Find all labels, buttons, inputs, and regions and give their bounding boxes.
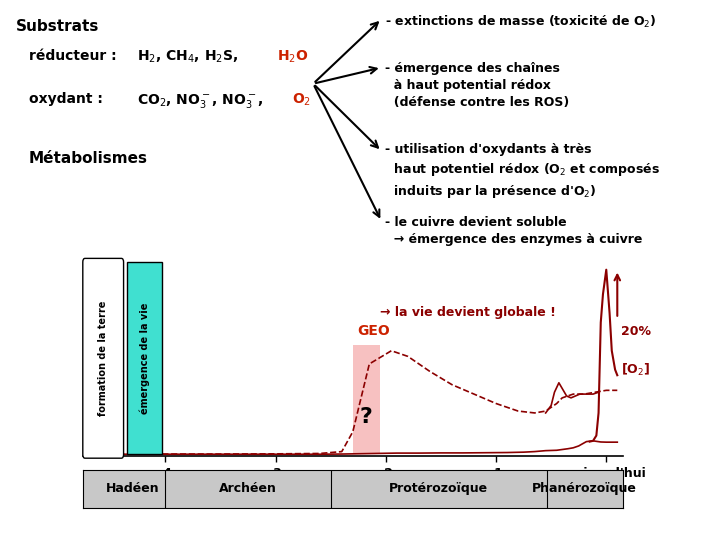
FancyBboxPatch shape (83, 258, 124, 458)
Text: H$_2$O: H$_2$O (277, 49, 309, 65)
Text: - émergence des chaînes
  à haut potential rédox
  (défense contre les ROS): - émergence des chaînes à haut potential… (385, 62, 570, 109)
Bar (353, 345, 380, 455)
Text: - le cuivre devient soluble
  → émergence des enzymes à cuivre: - le cuivre devient soluble → émergence … (385, 216, 642, 246)
Text: formation de la terre: formation de la terre (98, 301, 108, 416)
Text: émergence de la vie: émergence de la vie (139, 302, 150, 414)
Text: oxydant :: oxydant : (29, 92, 103, 106)
Text: GEO: GEO (357, 323, 390, 338)
X-axis label: milliards d'années (Ga): milliards d'années (Ga) (262, 485, 444, 500)
Text: ?: ? (359, 407, 372, 427)
Text: → la vie devient globale !: → la vie devient globale ! (380, 306, 557, 319)
Text: - extinctions de masse (toxicité de O$_2$): - extinctions de masse (toxicité de O$_2… (385, 14, 657, 30)
Text: Métabolismes: Métabolismes (29, 151, 148, 166)
Text: Protérozoïque: Protérozoïque (390, 482, 488, 495)
Text: Hadéen: Hadéen (106, 482, 159, 495)
Text: Substrats: Substrats (16, 19, 99, 34)
Text: Archéen: Archéen (219, 482, 277, 495)
Text: H$_2$, CH$_4$, H$_2$S,: H$_2$, CH$_4$, H$_2$S, (137, 49, 240, 65)
Bar (127, 262, 162, 455)
Text: Phanérozoïque: Phanérozoïque (532, 482, 637, 495)
Text: O$_2$: O$_2$ (292, 92, 311, 108)
Text: [O$_2$]: [O$_2$] (621, 362, 649, 377)
Text: - utilisation d'oxydants à très
  haut potentiel rédox (O$_2$ et composés
  indu: - utilisation d'oxydants à très haut pot… (385, 143, 660, 200)
Text: CO$_2$, NO$_3^-$, NO$_3^-$,: CO$_2$, NO$_3^-$, NO$_3^-$, (137, 92, 265, 110)
Text: 20%: 20% (621, 326, 651, 339)
Text: réducteur :: réducteur : (29, 49, 117, 63)
